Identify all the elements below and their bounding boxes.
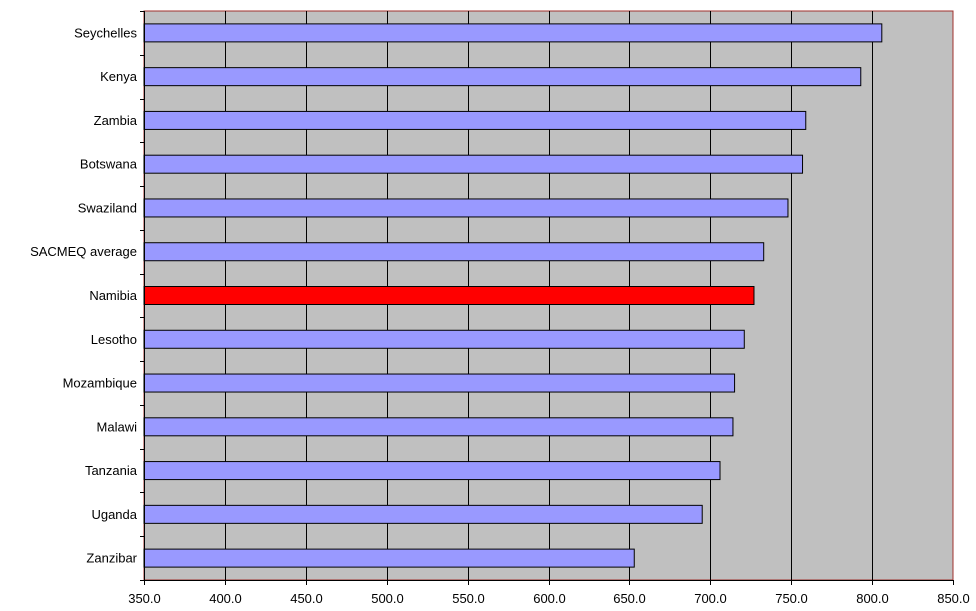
category-label: Botswana bbox=[80, 157, 138, 172]
x-tick-label: 800.0 bbox=[856, 591, 889, 606]
x-tick-label: 700.0 bbox=[694, 591, 727, 606]
category-label: Mozambique bbox=[63, 376, 137, 391]
bars bbox=[143, 23, 883, 568]
axes bbox=[140, 11, 954, 585]
bar-malawi bbox=[143, 417, 734, 437]
category-label: Malawi bbox=[97, 419, 138, 434]
bar-namibia bbox=[143, 286, 755, 305]
category-label: Lesotho bbox=[91, 332, 137, 347]
bar-kenya bbox=[143, 67, 862, 87]
x-tick-label: 850.0 bbox=[937, 591, 970, 606]
category-label: Namibia bbox=[89, 288, 137, 303]
bar-zambia bbox=[143, 110, 807, 130]
bar-seychelles bbox=[143, 23, 883, 43]
x-tick-labels: 350.0 400.0 450.0 500.0 550.0 600.0 650.0 700.0… bbox=[128, 591, 970, 606]
bar-lesotho bbox=[143, 329, 745, 349]
category-label: Kenya bbox=[100, 69, 138, 84]
x-tick-label: 600.0 bbox=[533, 591, 566, 606]
bar-swaziland bbox=[143, 198, 789, 218]
x-tick-label: 650.0 bbox=[613, 591, 646, 606]
x-tick-label: 450.0 bbox=[290, 591, 323, 606]
category-label: Uganda bbox=[91, 507, 137, 522]
category-label: Seychelles bbox=[74, 25, 137, 40]
bar-uganda bbox=[143, 504, 703, 524]
bar-tanzania bbox=[143, 461, 721, 481]
category-label: Zanzibar bbox=[86, 551, 137, 566]
category-label: SACMEQ average bbox=[30, 244, 137, 259]
category-label: Zambia bbox=[94, 113, 138, 128]
bar-mozambique bbox=[143, 373, 736, 393]
x-tick-label: 750.0 bbox=[775, 591, 808, 606]
x-tick-label: 550.0 bbox=[452, 591, 485, 606]
bar-zanzibar bbox=[143, 548, 635, 568]
x-tick-label: 400.0 bbox=[209, 591, 242, 606]
bar-botswana bbox=[143, 154, 804, 174]
bar-sacmeq-average bbox=[143, 242, 765, 262]
x-tick-label: 500.0 bbox=[371, 591, 404, 606]
category-label: Swaziland bbox=[78, 200, 137, 215]
x-tick-label: 350.0 bbox=[128, 591, 161, 606]
category-labels: Seychelles Kenya Zambia Botswana Swaziland SA… bbox=[30, 25, 138, 565]
category-label: Tanzania bbox=[85, 463, 138, 478]
